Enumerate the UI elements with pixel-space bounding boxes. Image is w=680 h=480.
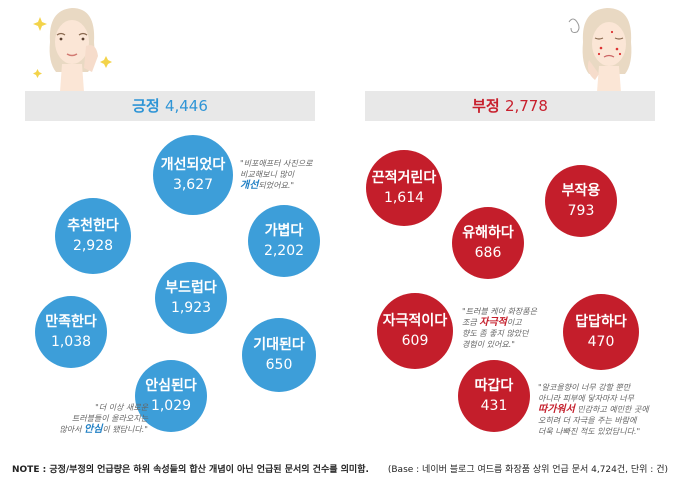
bubble-label: 끈적거린다 [371, 170, 437, 186]
quote-text: 이 됐답니다." [102, 425, 148, 434]
quote-highlight: 안심 [84, 424, 103, 435]
positive-header-label: 긍정 [132, 97, 160, 115]
quote-text: 되었어요." [258, 181, 295, 190]
bubble-label: 자극적이다 [382, 313, 448, 329]
quote-improved: "비포애프터 사진으로 비교해보니 많이 개선되었어요." [240, 158, 340, 191]
bubble-label: 기대된다 [253, 337, 305, 353]
bubble-value: 2,928 [72, 238, 114, 254]
bubble-expected: 기대된다 650 [242, 318, 316, 392]
positive-header: 긍정 4,446 [25, 91, 315, 121]
bubble-harmful: 유해하다 686 [452, 207, 524, 279]
bubble-side-effect: 부작용 793 [545, 165, 617, 237]
negative-header-label: 부정 [472, 97, 500, 115]
quote-text: 민감하고 예민한 곳에 오히려 더 자극을 주는 바람에 더욱 나빠진 적도 있… [538, 405, 649, 436]
bubble-label: 개선되었다 [160, 157, 226, 173]
bubble-value: 1,029 [150, 398, 192, 414]
quote-text: "비포애프터 사진으로 비교해보니 많이 [240, 159, 313, 179]
bubble-recommend: 추천한다 2,928 [55, 198, 131, 274]
bubble-label: 부작용 [561, 183, 601, 199]
bubble-soft: 부드럽다 1,923 [155, 262, 227, 334]
bubble-stuffy: 답답하다 470 [563, 294, 639, 370]
quote-highlight: 자극적 [479, 317, 507, 328]
bubble-label: 유해하다 [462, 225, 514, 241]
quote-text: "트러블 케어 화장품은 조금 [462, 307, 538, 327]
happy-woman-illustration [33, 8, 112, 92]
bubble-light: 가볍다 2,202 [248, 205, 320, 277]
bubble-value: 3,627 [172, 177, 214, 193]
base-note: (Base : 네이버 블로그 여드름 화장품 상위 언급 문서 4,724건,… [387, 465, 668, 475]
quote-relieved: "더 이상 새로운 트러블들이 올라오지는 않아서 안심이 됐답니다." [48, 402, 148, 435]
quote-text: 이고 향도 좀 좋지 않았던 경험이 있어요." [462, 318, 529, 349]
negative-header: 부정 2,778 [365, 91, 655, 121]
bubble-value: 1,923 [170, 300, 212, 316]
bubble-value: 609 [401, 333, 429, 349]
bubble-value: 650 [265, 357, 293, 373]
bubble-irritating: 자극적이다 609 [377, 293, 453, 369]
bubble-label: 따갑다 [474, 378, 514, 394]
bubble-label: 만족한다 [45, 314, 97, 330]
bubble-label: 부드럽다 [165, 280, 217, 296]
quote-stinging: "알코올향이 너무 강할 뿐만 아니라 피부에 닿자마자 너무 따가워서 민감하… [538, 382, 678, 437]
bubble-value: 2,202 [263, 243, 305, 259]
quote-irritating: "트러블 케어 화장품은 조금 자극적이고 향도 좀 좋지 않았던 경험이 있어… [462, 306, 562, 350]
bubble-label: 답답하다 [575, 314, 627, 330]
quote-text: "알코올향이 너무 강할 뿐만 아니라 피부에 닿자마자 너무 [538, 383, 634, 403]
bubble-satisfied: 만족한다 1,038 [35, 296, 107, 368]
footnote: NOTE : 긍정/부정의 언급량은 하위 속성들의 합산 개념이 아닌 언급된… [12, 465, 369, 475]
bubble-value: 431 [480, 398, 508, 414]
bubble-value: 1,614 [383, 190, 425, 206]
quote-highlight: 개선 [240, 180, 259, 191]
negative-header-value: 2,778 [504, 97, 548, 115]
quote-text: "더 이상 새로운 트러블들이 올라오지는 않아서 [59, 403, 148, 434]
bubble-value: 686 [474, 245, 502, 261]
troubled-woman-illustration [568, 8, 632, 92]
bubble-stinging: 따갑다 431 [458, 360, 530, 432]
bubble-value: 793 [567, 203, 595, 219]
bubble-label: 추천한다 [67, 218, 119, 234]
positive-header-value: 4,446 [164, 97, 208, 115]
bubble-sticky: 끈적거린다 1,614 [366, 150, 442, 226]
bubble-value: 1,038 [50, 334, 92, 350]
bubble-label: 가볍다 [264, 223, 304, 239]
bubble-value: 470 [587, 334, 615, 350]
bubble-label: 안심된다 [145, 378, 197, 394]
quote-highlight: 따가워서 [538, 404, 575, 415]
bubble-relieved: 안심된다 1,029 [135, 360, 207, 432]
bubble-improved: 개선되었다 3,627 [153, 135, 233, 215]
